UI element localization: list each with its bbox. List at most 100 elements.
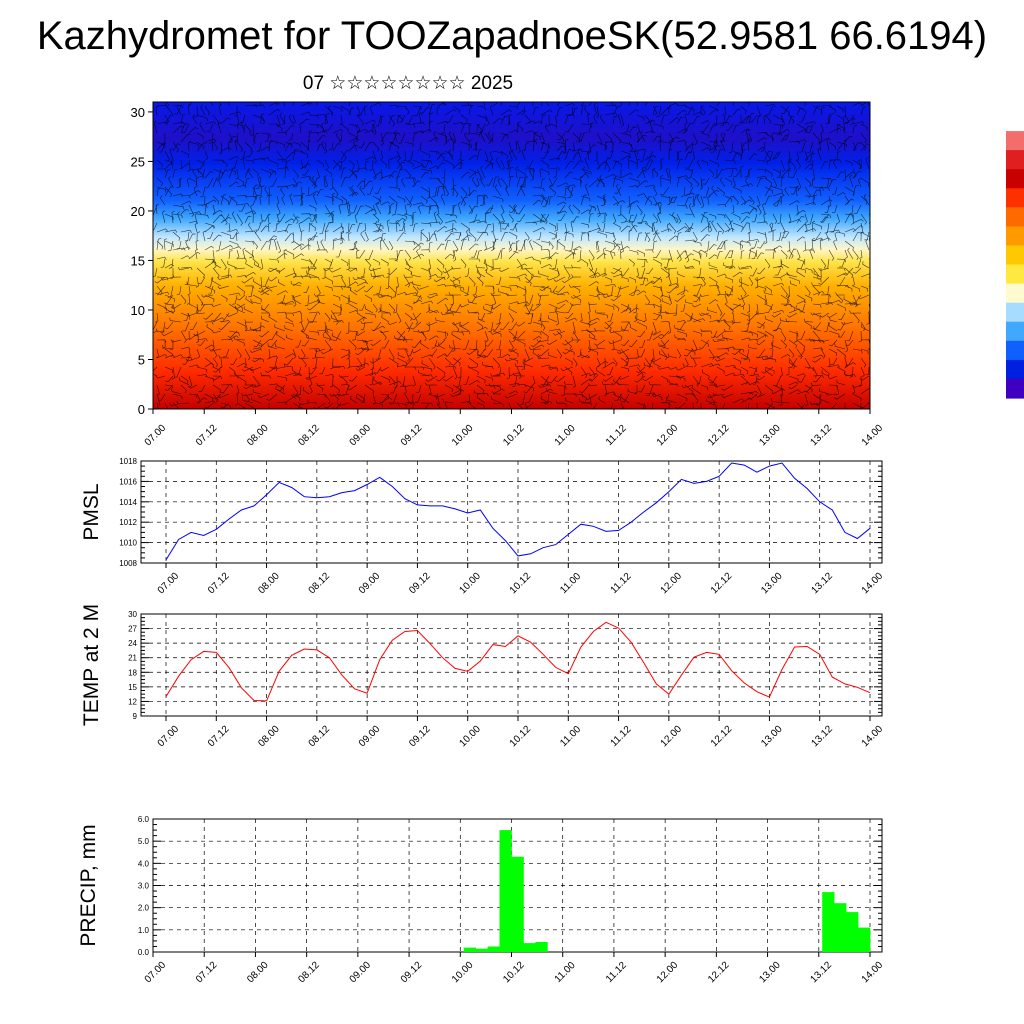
temp-y-label: TEMP at 2 M [80, 604, 103, 726]
pmsl-y-tick-label: 1012 [119, 518, 137, 527]
pmsl-x-tick-label: 11.00 [558, 571, 583, 596]
colorbar-segment [1006, 340, 1024, 361]
heatmap-x-tick-label: 08.12 [296, 422, 322, 448]
wind-barbs [153, 102, 870, 409]
heatmap-x-tick-label: 12.00 [655, 422, 681, 448]
temp-y-tick-label: 9 [133, 712, 138, 721]
temp-x-tick-label: 10.00 [457, 723, 483, 749]
precip-y-tick-label: 6.0 [138, 815, 150, 824]
heatmap-x-tick-label: 08.00 [245, 422, 271, 448]
heatmap-y-tick-label: 15 [131, 253, 145, 268]
colorbar-segment [1006, 283, 1024, 304]
heatmap-x-tick-label: 11.00 [553, 423, 578, 448]
pmsl-x-tick-label: 12.00 [659, 570, 685, 596]
pmsl-grid [141, 460, 882, 564]
colorbar-segment [1006, 207, 1024, 227]
pmsl-y-label: PMSL [80, 483, 103, 540]
temp-grid [141, 613, 882, 717]
pmsl-y-tick-label: 1010 [119, 539, 137, 548]
precip-y-tick-label: 1.0 [138, 926, 150, 935]
page-subtitle: 07 ☆☆☆☆☆☆☆☆ 2025 [302, 73, 514, 94]
heatmap-x-tick-label: 09.12 [399, 422, 425, 448]
heatmap-chart: 0 5 10 15 20 25 30 07.00 07.12 08.00 08.12 09.00 09.… [131, 101, 886, 448]
temp-y-tick-label: 15 [128, 683, 137, 692]
precip-bar [523, 943, 536, 952]
precip-x-tick-label: 11.12 [604, 960, 629, 985]
precip-bar [535, 942, 548, 952]
precip-x-tick-label: 13.00 [757, 959, 783, 985]
precip-bar [846, 912, 859, 952]
colorbar-segment [1006, 112, 1024, 132]
precip-y-tick-label: 2.0 [138, 904, 150, 913]
precip-x-tick-label: 12.00 [655, 959, 681, 985]
precip-y-tick-label: 3.0 [138, 882, 150, 891]
precip-y-tick-label: 0.0 [138, 948, 150, 957]
heatmap-field [153, 102, 870, 409]
colorbar-segment [1006, 321, 1024, 342]
precip-bar [834, 903, 847, 952]
heatmap-x-tick-label: 10.00 [450, 422, 476, 448]
temp-x-tick-label: 11.12 [609, 724, 634, 749]
heatmap-x-tick-label: 07.00 [143, 422, 169, 448]
pmsl-x-tick-label: 12.12 [709, 570, 735, 596]
temp-y-tick-label: 18 [128, 668, 137, 677]
colorbar [1006, 112, 1024, 399]
precip-bar [499, 830, 512, 952]
colorbar-segment [1006, 131, 1024, 151]
temp-frame [140, 613, 883, 717]
temp-y-tick-label: 12 [128, 697, 137, 706]
heatmap-x-tick-label: 13.12 [809, 422, 835, 448]
precip-x-tick-label: 12.12 [706, 959, 732, 985]
temp-x-tick-label: 09.00 [357, 723, 383, 749]
precip-y-label: PRECIP, mm [77, 824, 100, 946]
heatmap-x-tick-label: 12.12 [706, 422, 732, 448]
precip-chart: 0.0 1.0 2.0 3.0 4.0 5.0 6.0 07.00 07.12 08.00 08.1… [77, 815, 886, 985]
temp-x-tick-label: 13.00 [759, 723, 785, 749]
colorbar-segment [1006, 245, 1024, 266]
temp-y-tick-label: 27 [128, 625, 137, 634]
precip-bar [463, 947, 476, 952]
temp-x-tick-label: 07.00 [156, 723, 182, 749]
heatmap-x-tick-label: 10.12 [501, 422, 527, 448]
heatmap-y-tick-label: 25 [131, 154, 145, 169]
temp-x-tick-label: 07.12 [206, 723, 232, 749]
temp-x-tick-label: 10.12 [508, 723, 534, 749]
precip-x-tick-label: 10.12 [501, 959, 527, 985]
precip-bar [858, 927, 871, 952]
temp-x-tick-label: 08.00 [256, 723, 282, 749]
precip-bar [511, 856, 524, 952]
temp-x-tick-label: 12.12 [709, 723, 735, 749]
temp-x-tick-label: 08.12 [307, 723, 333, 749]
precip-x-tick-label: 08.00 [245, 959, 271, 985]
precip-x-tick-label: 09.00 [348, 959, 374, 985]
temp-y-tick-label: 30 [128, 610, 137, 619]
pmsl-x-tick-label: 08.12 [307, 570, 333, 596]
colorbar-segment [1006, 302, 1024, 323]
colorbar-segment [1006, 169, 1024, 189]
colorbar-segment [1006, 264, 1024, 285]
pmsl-y-tick-label: 1018 [119, 457, 137, 466]
heatmap-y-tick-label: 10 [131, 303, 145, 318]
colorbar-segment [1006, 226, 1024, 247]
temp-x-tick-label: 11.00 [558, 724, 583, 749]
temp-y-tick-label: 24 [128, 639, 137, 648]
pmsl-series-line [165, 462, 871, 561]
temp-x-tick-label: 12.00 [659, 723, 685, 749]
temp-y-tick-label: 21 [128, 654, 137, 663]
temp-x-tick-label: 13.12 [809, 723, 835, 749]
pmsl-x-tick-label: 13.00 [759, 570, 785, 596]
colorbar-segment [1006, 188, 1024, 208]
pmsl-y-tick-label: 1008 [119, 559, 137, 568]
precip-bar [487, 946, 500, 952]
pmsl-y-tick-label: 1014 [119, 498, 137, 507]
precip-bar [475, 948, 488, 952]
heatmap-x-tick-label: 14.00 [860, 422, 886, 448]
heatmap-y-tick-label: 20 [131, 204, 145, 219]
colorbar-segment [1006, 359, 1024, 380]
pmsl-x-tick-label: 09.12 [407, 570, 433, 596]
pmsl-x-tick-label: 08.00 [256, 570, 282, 596]
precip-x-tick-label: 11.00 [553, 960, 578, 985]
precip-x-tick-label: 07.00 [143, 959, 169, 985]
pmsl-chart: 1008 1010 1012 1014 1016 1018 07.00 07.12 08.00 0… [80, 457, 886, 596]
